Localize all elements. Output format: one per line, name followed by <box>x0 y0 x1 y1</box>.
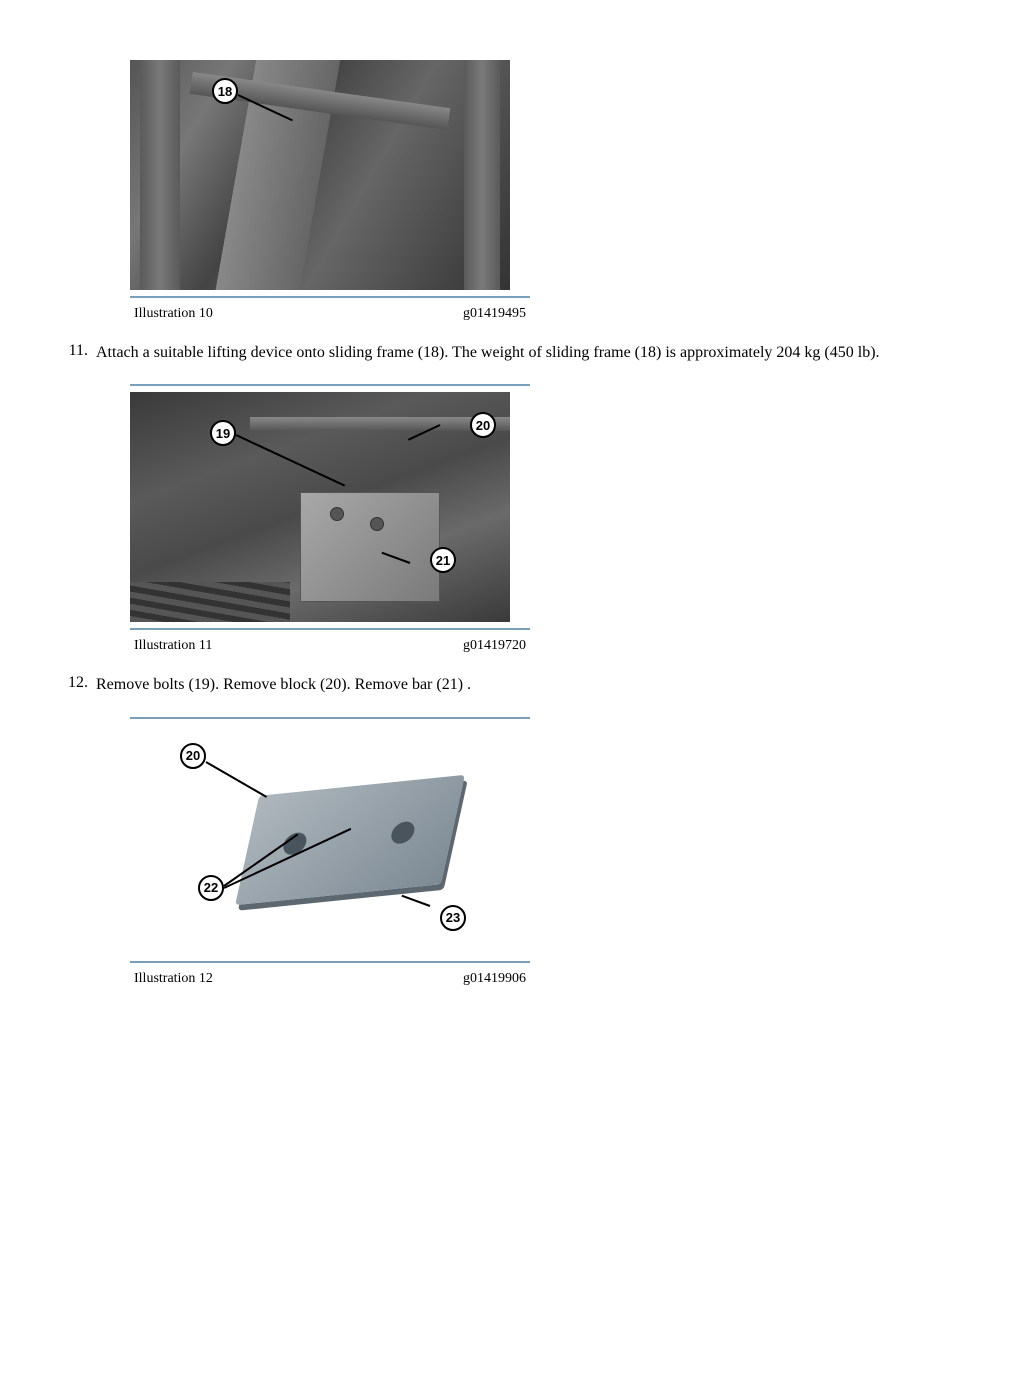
right-column <box>464 60 500 290</box>
illustration-label: Illustration 10 <box>134 306 213 322</box>
block-part <box>300 492 440 602</box>
step-number: 12. <box>60 674 96 692</box>
illustration-label: Illustration 12 <box>134 971 213 987</box>
callout-22: 22 <box>198 875 224 901</box>
leader-23 <box>401 895 430 907</box>
figure-12-image: 20 22 23 <box>130 725 510 955</box>
figure-separator <box>130 961 530 963</box>
step-11: 11. Attach a suitable lifting device ont… <box>60 342 964 364</box>
figure-separator <box>130 384 530 386</box>
figure-11-image: 19 20 21 <box>130 392 510 622</box>
figure-10-image: 18 <box>130 60 510 290</box>
figure-12: 20 22 23 Illustration 12 g01419906 <box>130 717 530 987</box>
callout-20: 20 <box>470 412 496 438</box>
figure-11-caption: Illustration 11 g01419720 <box>130 638 530 654</box>
block-20 <box>235 775 465 905</box>
figure-separator <box>130 296 530 298</box>
figure-separator <box>130 628 530 630</box>
figure-10: 18 Illustration 10 g01419495 <box>130 60 530 322</box>
hole-2 <box>389 820 416 844</box>
callout-19: 19 <box>210 420 236 446</box>
callout-21: 21 <box>430 547 456 573</box>
illustration-code: g01419720 <box>463 638 526 654</box>
illustration-code: g01419906 <box>463 971 526 987</box>
leader-20 <box>206 761 268 798</box>
leader-19 <box>236 434 346 487</box>
step-text: Remove bolts (19). Remove block (20). Re… <box>96 674 964 696</box>
step-12: 12. Remove bolts (19). Remove block (20)… <box>60 674 964 696</box>
figure-separator <box>130 717 530 719</box>
illustration-label: Illustration 11 <box>134 638 212 654</box>
step-number: 11. <box>60 342 96 360</box>
figure-12-caption: Illustration 12 g01419906 <box>130 971 530 987</box>
callout-18: 18 <box>212 78 238 104</box>
figure-10-caption: Illustration 10 g01419495 <box>130 306 530 322</box>
illustration-code: g01419495 <box>463 306 526 322</box>
callout-20: 20 <box>180 743 206 769</box>
step-text: Attach a suitable lifting device onto sl… <box>96 342 964 364</box>
figure-11: 19 20 21 Illustration 11 g01419720 <box>130 384 530 654</box>
pipes <box>130 582 290 622</box>
callout-23: 23 <box>440 905 466 931</box>
left-column <box>140 60 180 290</box>
